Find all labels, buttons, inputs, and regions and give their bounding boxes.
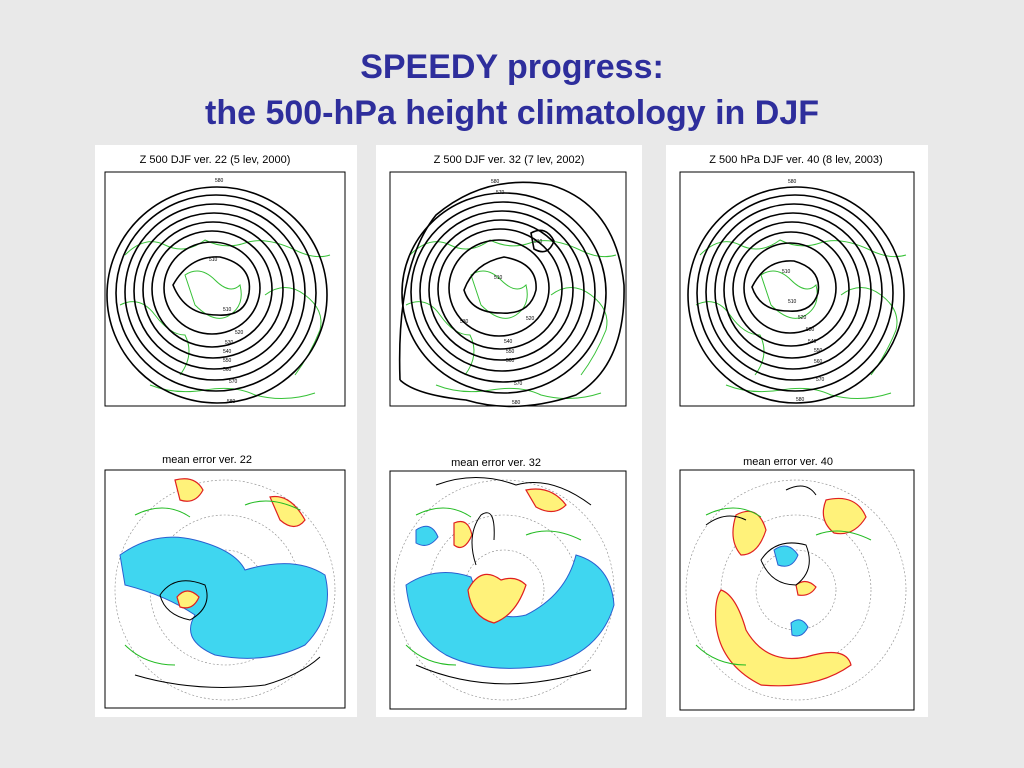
coastlines [119, 239, 331, 399]
map-caption-bottom: mean error ver. 22 [162, 454, 252, 466]
map-frame-top [104, 171, 346, 407]
height-climatology-map: 580 510 510 520 530 540 550 560 570 580 [687, 179, 907, 404]
svg-text:570: 570 [496, 190, 505, 196]
height-climatology-map: 580 510 510 520 530 540 550 560 570 580 [106, 178, 331, 405]
svg-text:530: 530 [225, 340, 234, 346]
map-frame-top [679, 171, 915, 407]
contour-labels: 580 510 510 520 530 540 550 560 570 580 [782, 179, 825, 403]
svg-text:580: 580 [491, 179, 500, 185]
column-ver-40: Z 500 hPa DJF ver. 40 (8 lev, 2003) [666, 145, 928, 717]
contour-labels: 580 510 510 520 530 540 550 560 570 580 [209, 178, 244, 405]
svg-text:550: 550 [223, 358, 232, 364]
mean-error-map [114, 478, 336, 701]
svg-text:510: 510 [782, 269, 791, 275]
svg-text:560: 560 [223, 367, 232, 373]
svg-text:510: 510 [209, 257, 218, 263]
coastlines [405, 239, 617, 399]
svg-text:580: 580 [227, 399, 236, 405]
map-frame-bottom [389, 470, 627, 710]
map-caption-bottom: mean error ver. 40 [743, 456, 833, 468]
height-contours [398, 181, 625, 408]
svg-text:580: 580 [796, 397, 805, 403]
map-caption-bottom: mean error ver. 32 [451, 457, 541, 469]
svg-text:560: 560 [506, 358, 515, 364]
svg-text:540: 540 [223, 349, 232, 355]
svg-text:510: 510 [534, 239, 543, 245]
svg-text:570: 570 [514, 381, 523, 387]
svg-text:520: 520 [798, 315, 807, 321]
slide-title-line-1: SPEEDY progress: [360, 48, 664, 86]
svg-text:530: 530 [806, 327, 815, 333]
svg-text:520: 520 [526, 316, 535, 322]
svg-text:540: 540 [808, 339, 817, 345]
contour-labels: 580 570 510 510 520 530 540 550 560 570 … [460, 179, 543, 406]
height-climatology-map: 580 570 510 510 520 530 540 550 560 570 … [398, 179, 625, 408]
column-ver-22: Z 500 DJF ver. 22 (5 lev, 2000) [95, 145, 357, 717]
map-frame-bottom [104, 469, 346, 709]
svg-text:510: 510 [223, 307, 232, 313]
svg-text:580: 580 [788, 179, 797, 185]
svg-text:570: 570 [229, 379, 238, 385]
svg-text:520: 520 [235, 330, 244, 336]
svg-text:530: 530 [460, 319, 469, 325]
mean-error-map [685, 479, 907, 701]
svg-text:510: 510 [494, 275, 503, 281]
map-caption-top: Z 500 DJF ver. 32 (7 lev, 2002) [434, 154, 585, 166]
svg-text:560: 560 [814, 359, 823, 365]
mean-error-map [393, 477, 615, 701]
svg-text:580: 580 [512, 400, 521, 406]
height-contours [687, 186, 905, 404]
coastlines [695, 239, 907, 399]
svg-text:550: 550 [506, 349, 515, 355]
svg-text:580: 580 [215, 178, 224, 184]
height-contours [106, 186, 328, 404]
map-caption-top: Z 500 DJF ver. 22 (5 lev, 2000) [140, 154, 291, 166]
svg-text:570: 570 [816, 377, 825, 383]
svg-text:510: 510 [788, 299, 797, 305]
slide-title-line-2: the 500-hPa height climatology in DJF [205, 94, 819, 132]
map-caption-top: Z 500 hPa DJF ver. 40 (8 lev, 2003) [709, 154, 882, 166]
map-frame-bottom [679, 469, 915, 711]
svg-text:550: 550 [814, 348, 823, 354]
column-ver-32: Z 500 DJF ver. 32 (7 lev, 2002) [376, 145, 642, 717]
svg-text:540: 540 [504, 339, 513, 345]
